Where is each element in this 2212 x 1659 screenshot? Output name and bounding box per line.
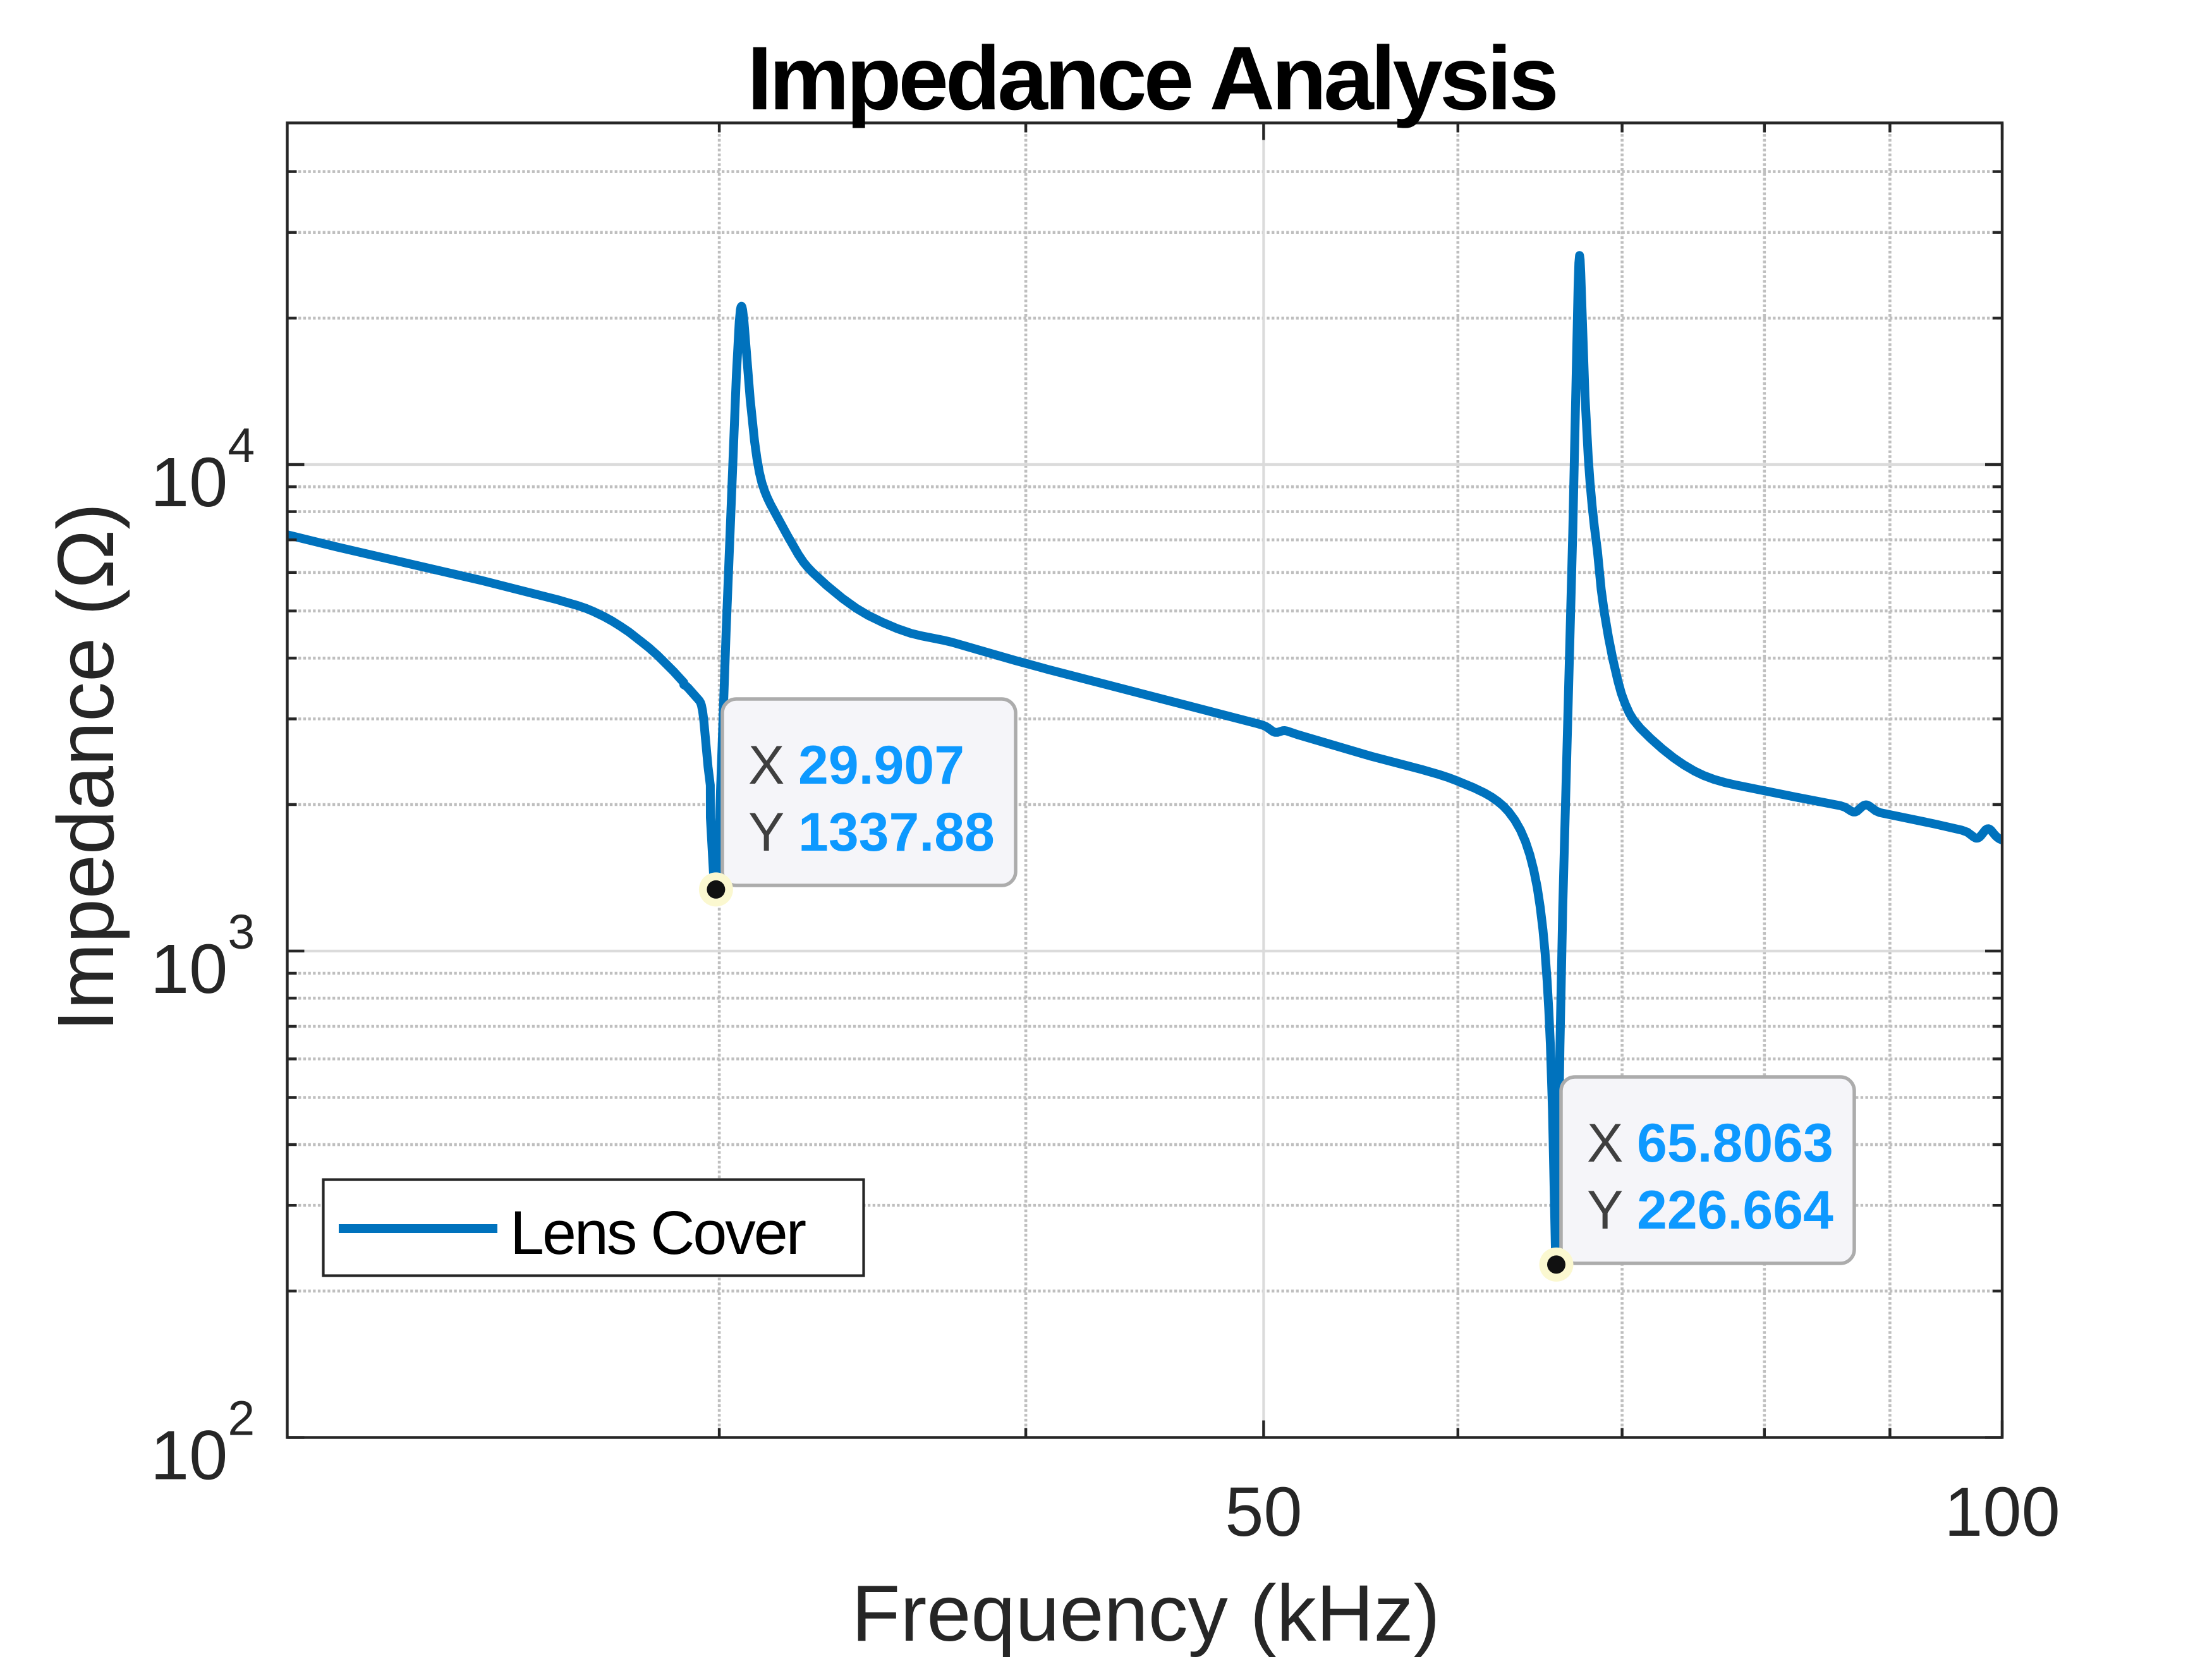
svg-text:50: 50 [1225,1473,1302,1551]
svg-text:Frequency (kHz): Frequency (kHz) [851,1569,1440,1658]
svg-text:1337.88: 1337.88 [798,802,995,863]
svg-text:226.664: 226.664 [1637,1180,1833,1241]
svg-text:Impedance Analysis: Impedance Analysis [747,28,1556,129]
svg-text:X: X [1587,1113,1623,1174]
svg-text:X: X [748,735,784,796]
svg-text:100: 100 [1944,1473,2060,1551]
svg-text:Impedance (Ω): Impedance (Ω) [41,503,130,1032]
svg-text:Y: Y [748,802,784,863]
svg-text:29.907: 29.907 [798,735,964,796]
svg-text:Lens Cover: Lens Cover [510,1198,806,1267]
svg-text:65.8063: 65.8063 [1637,1113,1833,1174]
svg-text:Y: Y [1587,1180,1623,1241]
